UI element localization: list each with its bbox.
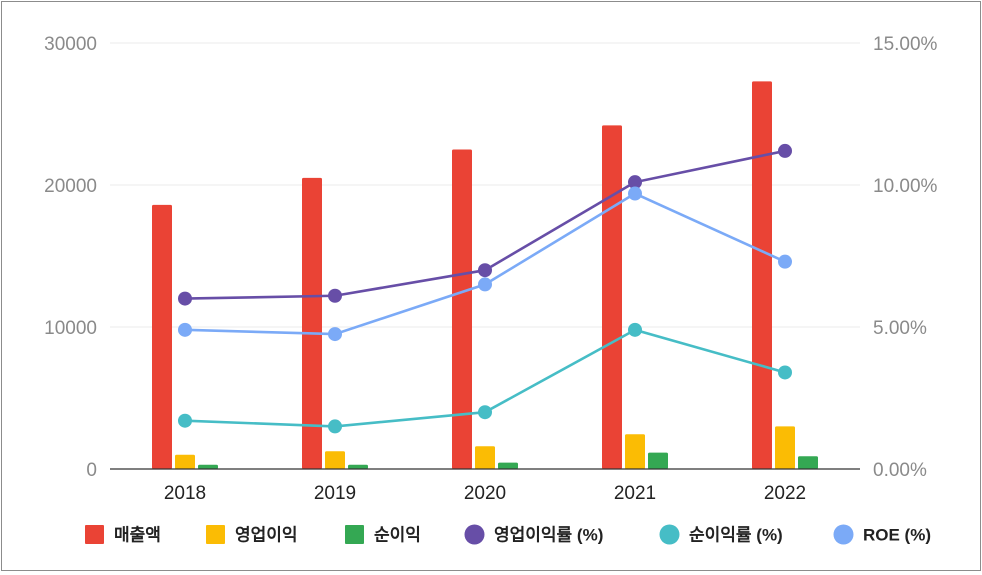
- right-axis-tick-label: 15.00%: [873, 34, 938, 55]
- left-axis-tick-label: 20000: [44, 176, 97, 197]
- bar-1-2020: [452, 149, 472, 469]
- right-axis-tick-label: 5.00%: [873, 318, 927, 339]
- point-series-2-2019: [328, 419, 342, 434]
- legend-label-5: 순이익률 (%): [689, 526, 783, 545]
- point-series-2-2022: [778, 365, 792, 380]
- bar-3-2022: [798, 456, 818, 469]
- x-axis-tick-label: 2021: [614, 483, 656, 504]
- bar-1-2019: [302, 177, 322, 469]
- point-series-2-2018: [178, 413, 192, 428]
- left-axis-tick-label: 0: [86, 460, 97, 481]
- point-series-2-2021: [628, 322, 642, 337]
- bar-3-2019: [348, 464, 368, 469]
- bar-2-2018: [175, 454, 195, 469]
- legend-label-1: 매출액: [114, 526, 161, 545]
- x-axis-tick-label: 2019: [314, 483, 356, 504]
- legend-swatch-2: [206, 525, 225, 544]
- bar-2-2021: [625, 434, 645, 469]
- bar-2-2022: [775, 426, 795, 469]
- bar-1-2021: [602, 125, 622, 470]
- legend-swatch-5: [659, 524, 680, 545]
- point-series-1-2018: [178, 291, 192, 306]
- bar-2-2020: [475, 446, 495, 469]
- legend-label-4: 영업이익률 (%): [494, 526, 603, 545]
- x-axis-tick-label: 2020: [464, 483, 506, 504]
- left-axis-tick-label: 10000: [44, 318, 97, 339]
- point-series-3-2022: [778, 254, 792, 269]
- gridlines: [110, 42, 860, 328]
- point-series-3-2021: [628, 186, 642, 201]
- legend-swatch-1: [85, 525, 104, 544]
- point-series-1-2019: [328, 288, 342, 303]
- x-axis-tick-label: 2022: [764, 483, 806, 504]
- point-series-1-2020: [478, 263, 492, 278]
- legend-label-3: 순이익: [374, 526, 421, 545]
- bar-1-2018: [152, 204, 172, 469]
- point-series-1-2022: [778, 143, 792, 158]
- right-axis-tick-label: 0.00%: [873, 460, 927, 481]
- legend-swatch-6: [833, 524, 854, 545]
- x-axis-tick-label: 2018: [164, 483, 206, 504]
- legend-swatch-4: [464, 524, 485, 545]
- legend-label-6: ROE (%): [863, 526, 931, 545]
- point-series-2-2020: [478, 405, 492, 420]
- axes: 30000 20000 10000 0 15.00% 10.00% 5.00% 0.00% 20…: [44, 34, 937, 504]
- point-series-3-2020: [478, 277, 492, 292]
- bar-3-2020: [498, 462, 518, 469]
- point-series-3-2018: [178, 322, 192, 337]
- bar-2-2019: [325, 451, 345, 469]
- bar-1-2022: [752, 81, 772, 469]
- legend-label-2: 영업이익: [235, 526, 298, 545]
- bar-3-2018: [198, 464, 218, 469]
- point-series-3-2019: [328, 327, 342, 342]
- bar-3-2021: [648, 452, 668, 469]
- point-series-1-2021: [628, 175, 642, 190]
- left-axis-tick-label: 30000: [44, 34, 97, 55]
- legend: 매출액 영업이익 순이익 영업이익률 (%) 순이익률 (%) ROE (%): [85, 524, 931, 545]
- lines: [178, 143, 792, 434]
- legend-swatch-3: [345, 525, 364, 544]
- right-axis-tick-label: 10.00%: [873, 176, 938, 197]
